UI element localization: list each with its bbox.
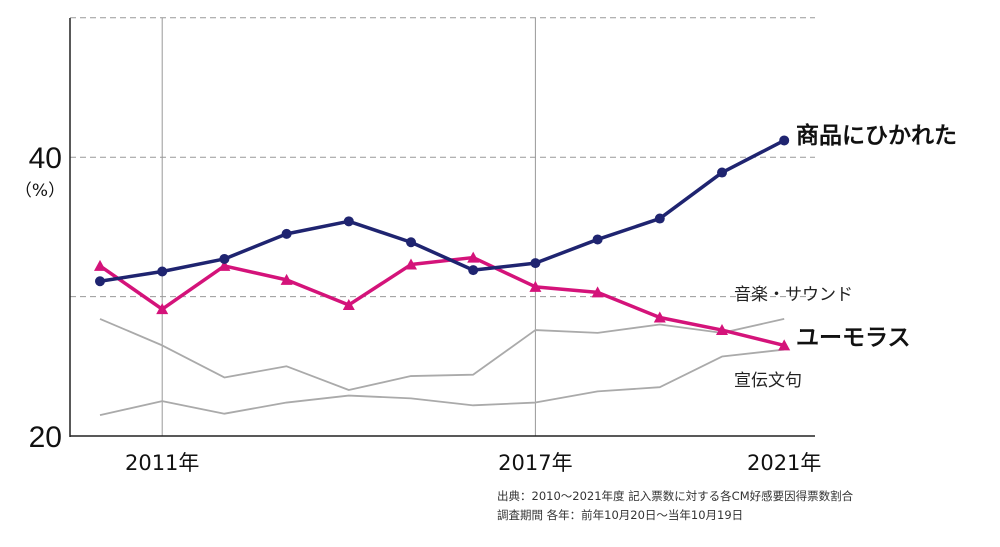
series-line	[99, 348, 785, 416]
y-tick-label: 40	[29, 142, 62, 175]
source-note: 出典：2010〜2021年度 記入票数に対する各CM好感要因得票数割合 調査期間…	[497, 487, 997, 525]
data-point	[94, 259, 106, 271]
data-point	[406, 237, 416, 248]
axes: 40 20 （%） 2011年 2017年 2021年	[15, 18, 821, 475]
data-point	[219, 253, 230, 264]
series-line	[99, 318, 785, 391]
data-point	[530, 258, 541, 269]
source-note-line1: 出典：2010〜2021年度 記入票数に対する各CM好感要因得票数割合	[497, 489, 854, 503]
series-label: ユーモラス	[796, 325, 911, 351]
data-point	[717, 167, 727, 178]
data-point	[281, 228, 292, 239]
x-tick-label: 2011年	[125, 451, 199, 475]
data-point	[343, 216, 354, 227]
series-label: 商品にひかれた	[796, 122, 957, 149]
grid	[70, 17, 815, 436]
data-point	[653, 311, 666, 323]
data-point	[467, 251, 480, 263]
data-point	[654, 213, 665, 224]
series-label: 音楽・サウンド	[734, 285, 853, 305]
data-point	[218, 259, 231, 271]
series	[94, 135, 791, 416]
series-line	[99, 255, 785, 348]
data-point	[157, 266, 168, 277]
y-tick-label: 20	[29, 421, 62, 454]
data-point	[156, 303, 169, 315]
data-point	[529, 280, 542, 292]
series-label: 宣伝文句	[734, 371, 802, 391]
x-tick-label: 2021年	[747, 451, 821, 475]
data-point	[405, 258, 417, 270]
series-line	[99, 138, 786, 283]
data-point	[342, 298, 355, 310]
data-point	[280, 273, 293, 285]
data-point	[468, 265, 479, 276]
data-point	[95, 276, 105, 287]
data-point	[778, 339, 791, 351]
data-point	[592, 234, 603, 245]
data-point	[779, 135, 790, 146]
data-point	[591, 286, 604, 298]
source-note-line2: 調査期間 各年：前年10月20日〜当年10月19日	[497, 508, 744, 522]
y-unit-label: （%）	[15, 181, 65, 201]
x-tick-label: 2017年	[498, 451, 572, 475]
data-point	[716, 324, 728, 336]
